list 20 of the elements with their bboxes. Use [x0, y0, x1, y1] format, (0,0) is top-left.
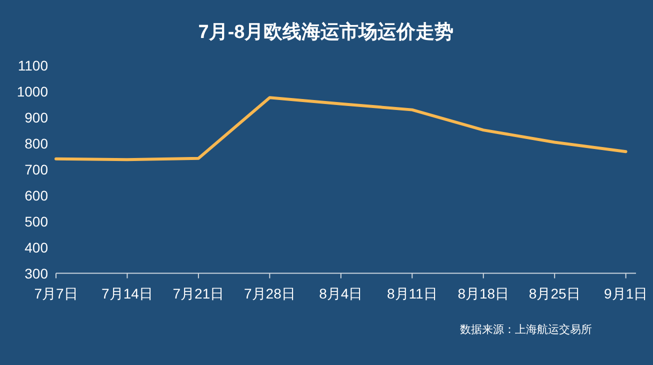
y-tick-label: 800 — [24, 136, 48, 152]
x-tick-label: 8月11日 — [386, 285, 438, 302]
x-tick-label: 7月7日 — [34, 285, 78, 302]
y-tick-label: 400 — [24, 239, 48, 256]
y-tick-label: 700 — [24, 162, 48, 178]
x-tick-label: 8月25日 — [528, 285, 580, 302]
y-tick-label: 900 — [24, 110, 48, 126]
x-tick-label: 8月18日 — [458, 285, 510, 302]
title: 7月-8月欧线海运市场运价走势 — [198, 22, 454, 43]
y-tick-label: 500 — [24, 213, 48, 230]
y-tick-label: 600 — [24, 187, 48, 204]
y-tick-label: 1000 — [16, 84, 48, 100]
annotation: 数据来源：上海航运交易所 — [460, 324, 592, 336]
x-tick-label: 9月1日 — [604, 285, 648, 302]
y-tick-label: 300 — [24, 265, 48, 282]
x-tick-label: 8月4日 — [319, 285, 363, 302]
y-tick-label: 1100 — [18, 58, 48, 74]
x-tick-label: 7月28日 — [244, 285, 296, 302]
x-tick-label: 7月21日 — [172, 285, 224, 302]
x-tick-label: 7月14日 — [102, 285, 153, 302]
